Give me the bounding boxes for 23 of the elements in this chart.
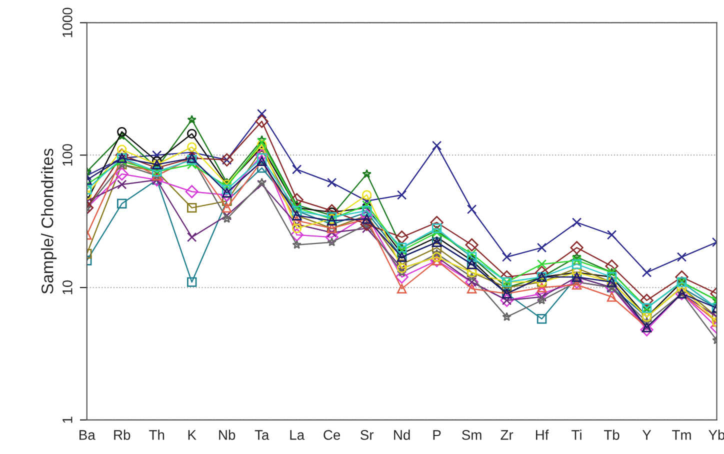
y-tick-label: 1 [62, 416, 72, 423]
x-tick-label: Hf [536, 430, 549, 440]
y-tick-label: 10 [62, 280, 72, 294]
x-tick-label: K [188, 430, 196, 440]
x-tick-label: Tm [672, 430, 691, 440]
y-axis-title: Sample/ Chondrites [41, 148, 57, 294]
y-tick-label: 100 [62, 144, 72, 166]
x-tick-label: Ba [80, 430, 96, 440]
x-tick-label: Ce [324, 430, 340, 440]
x-tick-label: Y [642, 430, 652, 440]
x-tick-label: Nd [394, 430, 410, 440]
x-tick-label: Tb [604, 430, 620, 440]
x-tick-label: La [290, 430, 305, 440]
x-tick-label: Ti [572, 430, 582, 440]
x-tick-label: P [433, 430, 441, 440]
x-tick-label: Nb [219, 430, 236, 440]
x-tick-label: Ta [254, 430, 270, 440]
y-tick-label: 1000 [62, 8, 72, 38]
x-tick-label: Sm [462, 430, 482, 440]
x-tick-label: Th [149, 430, 164, 440]
x-tick-label: Sr [360, 430, 374, 440]
x-tick-label: Zr [500, 430, 514, 440]
x-tick-label: Rb [114, 430, 130, 440]
